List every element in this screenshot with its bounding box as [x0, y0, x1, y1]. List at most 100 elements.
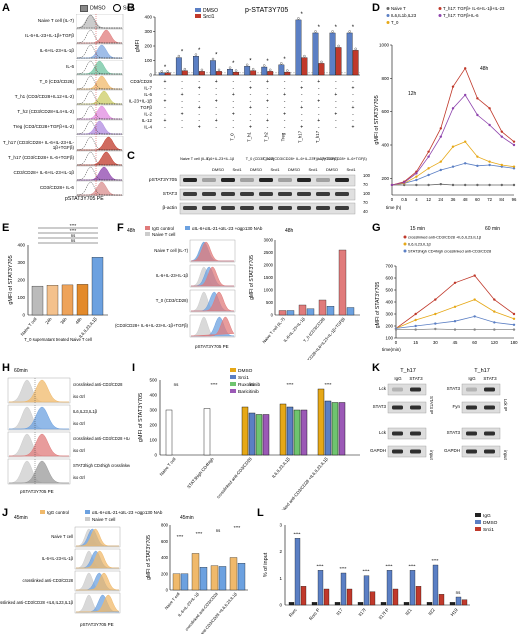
legend-marker	[386, 14, 390, 17]
plus-minus: -	[301, 92, 303, 98]
histogram	[76, 135, 124, 151]
significance: ns	[216, 528, 221, 533]
bar	[403, 602, 410, 606]
x-tick-label: 60	[475, 197, 480, 202]
legend-label: αIL-6+αIL-21+αIL-23 +αgp130 NAb	[192, 226, 263, 231]
x-tick-label: 15	[413, 340, 418, 345]
y-tick-label: 300	[144, 29, 152, 34]
data-point	[228, 66, 232, 69]
legend-item: Srci1	[123, 5, 135, 12]
x-tick-label: Naive T cell	[159, 456, 177, 476]
legend-label: IgG control	[47, 510, 69, 515]
data-point	[286, 69, 289, 72]
panel-label: A	[2, 2, 10, 14]
line-chart: Naive T IL6,IL1b,IL23 T_0 T_h17: TGFβ+ IL-6…	[374, 6, 517, 210]
treatment-label: Srci1	[308, 167, 318, 172]
y-tick-label: 200	[144, 44, 152, 49]
row-frame	[76, 44, 124, 60]
band	[278, 192, 292, 196]
row-frame	[189, 314, 236, 338]
column-label: Naive T cell (IL-7)	[180, 157, 211, 161]
y-tick-label: 2500	[264, 250, 274, 255]
row-frame	[74, 548, 121, 570]
legend-label: T_0	[391, 20, 399, 25]
legend-item: DMSO	[90, 5, 106, 12]
row-label: STAT3	[447, 430, 461, 435]
x-tick-label: 36h	[59, 316, 68, 325]
plus-minus: -	[232, 125, 234, 131]
panel-d: D Naive T IL6,IL1b,IL23 T_0 T_h17: TGFβ+ IL…	[370, 0, 520, 220]
legend-marker	[438, 7, 442, 10]
x-axis-label: pSTAT3Y705 PE	[65, 196, 104, 202]
legend-swatch	[475, 513, 481, 517]
time-label: 60min	[14, 368, 28, 374]
plus-minus: +	[249, 125, 252, 131]
data-point	[348, 30, 351, 33]
western-blots: T_h17 IgG STAT3 Lck STAT3 Lck GAPDH STAT3 IP inp…	[370, 368, 508, 460]
significance: ****	[408, 563, 415, 568]
plus-minus: -	[284, 86, 286, 92]
lane-label: STAT3	[483, 376, 497, 381]
y-tick-label: 2	[279, 549, 282, 554]
plus-minus: -	[352, 118, 354, 124]
legend-label: STAT3high CD4high crosslinked anti-CD3/C…	[408, 249, 491, 254]
y-tick-label: 3	[279, 523, 282, 528]
y-axis-label: % of input	[263, 552, 269, 577]
plus-minus: +	[198, 86, 201, 92]
significance: ****	[177, 534, 184, 539]
x-tick-label: Il17	[335, 607, 344, 616]
blot-strip	[461, 401, 501, 414]
data-point	[246, 63, 249, 66]
y-axis-label: gMFI of STAT3Y705	[8, 255, 14, 304]
iso-label: iso ctrl	[73, 475, 85, 480]
histogram-curve	[190, 316, 235, 337]
plus-minus: -	[215, 86, 217, 92]
plus-minus: -	[318, 86, 320, 92]
plus-minus: +	[334, 112, 337, 118]
band	[278, 178, 292, 182]
y-tick-label: 3000	[264, 238, 274, 243]
x-axis-label: pSTAT3Y705 PE	[20, 489, 54, 494]
plus-minus: -	[164, 112, 166, 118]
x-tick-label: 24	[438, 197, 443, 202]
treatment-label: DMSO	[288, 167, 300, 172]
input-label: input	[503, 450, 508, 460]
y-tick-label: 700	[385, 264, 393, 269]
legend-label: Srci1	[238, 375, 249, 381]
legend-label: Srci1	[203, 14, 215, 20]
bar	[175, 57, 182, 76]
plus-minus: -	[318, 125, 320, 131]
mw-marker: 40	[363, 209, 368, 214]
data-point	[337, 44, 340, 48]
condition-label: IL-7	[144, 86, 152, 91]
time-label: 48h	[127, 228, 136, 234]
y-tick-label: 1000	[264, 288, 274, 293]
histogram	[76, 166, 124, 181]
x-axis-label: pSTAT3Y705 PE	[195, 344, 229, 349]
row-label: β-actin	[163, 205, 178, 211]
x-tick-label: Naive T cell	[20, 316, 38, 336]
plus-minus: -	[318, 112, 320, 118]
plus-minus: -	[250, 79, 252, 85]
x-tick-label: 48	[463, 197, 468, 202]
legend-label: IgG	[483, 513, 491, 519]
row-label: GAPDH	[370, 448, 386, 453]
bar	[61, 284, 74, 316]
plus-minus: -	[318, 105, 320, 111]
significance: *	[215, 53, 218, 59]
blot-strip	[461, 427, 501, 440]
y-axis-label: gMFI	[135, 39, 141, 52]
plus-minus: -	[284, 79, 286, 85]
panel-j: J 45min IgG control αIL-6+αIL-21+αIL-23 +α…	[0, 505, 255, 634]
y-tick-label: 1	[279, 576, 282, 581]
treatment-label: DMSO	[250, 167, 262, 172]
data-point	[297, 17, 300, 20]
legend-marker	[438, 14, 442, 17]
plus-minus: -	[335, 79, 337, 85]
treatment-label: DMSO	[326, 167, 338, 172]
legend-swatch	[475, 520, 481, 524]
plus-minus: -	[267, 112, 269, 118]
bar	[386, 570, 393, 606]
plus-minus: +	[232, 112, 235, 118]
y-tick-label: 0	[279, 603, 282, 608]
